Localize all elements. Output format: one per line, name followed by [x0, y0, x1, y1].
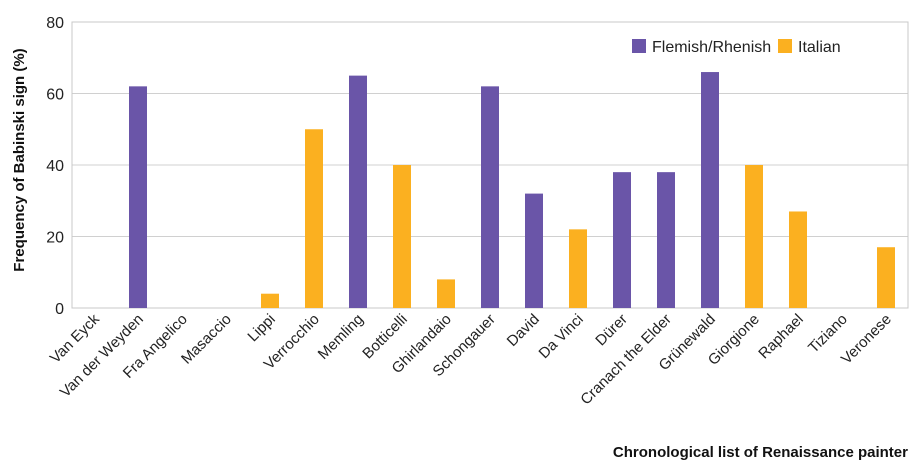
y-tick-label: 40: [46, 158, 64, 175]
y-tick-labels: 0 20 40 60 80: [46, 15, 64, 318]
bar: [305, 129, 323, 308]
x-tick-label: Raphael: [755, 311, 807, 363]
x-tick-label: Memling: [315, 311, 367, 363]
bars: [129, 72, 895, 308]
bar: [129, 86, 147, 308]
bar: [393, 165, 411, 308]
bar: [261, 293, 279, 308]
legend: Flemish/Rhenish Italian: [632, 39, 841, 56]
y-tick-label: 60: [46, 87, 64, 104]
bar: [437, 279, 455, 308]
y-tick-label: 0: [55, 301, 64, 318]
x-axis-title: Chronological list of Renaissance painte…: [613, 444, 908, 461]
y-tick-label: 20: [46, 230, 64, 247]
x-tick-label: David: [504, 311, 543, 350]
y-axis-title: Frequency of Babinski sign (%): [11, 48, 28, 271]
bar: [481, 86, 499, 308]
bar: [745, 165, 763, 308]
legend-swatch: [778, 39, 792, 53]
bar: [349, 75, 367, 308]
bar: [569, 229, 587, 308]
bar: [701, 72, 719, 308]
x-tick-label: Lippi: [244, 311, 278, 345]
x-tick-label: Da Vinci: [535, 311, 586, 362]
x-tick-label: Dürer: [592, 311, 631, 350]
legend-label: Flemish/Rhenish: [652, 39, 771, 56]
bar: [789, 211, 807, 308]
legend-label: Italian: [798, 39, 841, 56]
bar: [525, 193, 543, 308]
y-tick-label: 80: [46, 15, 64, 32]
bar: [877, 247, 895, 308]
bar: [613, 172, 631, 308]
legend-swatch: [632, 39, 646, 53]
bar: [657, 172, 675, 308]
